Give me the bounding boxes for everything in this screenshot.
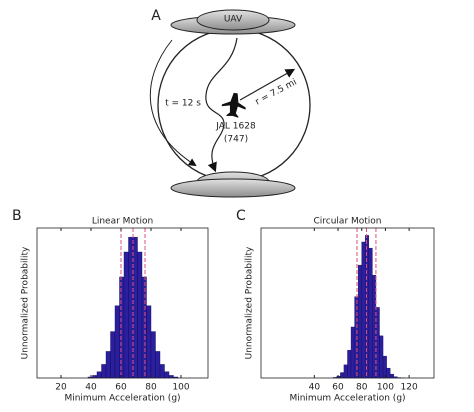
y-axis-label: Unnormalized Probability (245, 246, 255, 359)
bar (101, 364, 107, 379)
x-tick-label: 60 (332, 383, 344, 393)
aircraft-icon (221, 92, 246, 118)
bar (368, 247, 373, 379)
bar (159, 364, 165, 379)
bar (340, 372, 345, 379)
bar (96, 371, 102, 379)
x-axis-label: Minimum Acceleration (g) (64, 394, 180, 404)
aircraft-label: JAL 1628 (215, 122, 256, 132)
x-tick-label: 60 (115, 383, 127, 393)
bar (141, 276, 147, 379)
time-arrow (149, 39, 197, 167)
bar (105, 351, 111, 379)
bar (119, 276, 125, 379)
uav-top: UAV (170, 9, 296, 35)
bar (146, 305, 152, 379)
axes-frame (36, 227, 209, 379)
x-axis-label: Minimum Acceleration (g) (289, 394, 405, 404)
x-tick-label: 40 (309, 383, 321, 393)
x-tick-label: 80 (145, 383, 157, 393)
bar (347, 350, 352, 379)
chart-title: Linear Motion (92, 217, 153, 227)
bar (110, 331, 116, 379)
bar (343, 364, 348, 379)
bar (365, 235, 370, 379)
uav-label: UAV (224, 15, 243, 25)
x-tick-label: 20 (55, 383, 67, 393)
x-tick-label: 100 (172, 383, 189, 393)
path-arrow (205, 37, 238, 173)
diagram: A UAV t = 12 s r = 7.5 mi JAL 1628 (747) (149, 8, 311, 198)
x-tick-label: 80 (356, 383, 368, 393)
bar (382, 355, 387, 379)
bar (132, 236, 138, 379)
radius-label: r = 7.5 mi (254, 77, 299, 107)
time-label: t = 12 s (165, 99, 201, 109)
x-tick-label: 120 (401, 383, 418, 393)
bar (357, 264, 362, 379)
bar (379, 335, 384, 379)
panel-label: A (151, 8, 161, 24)
bar (128, 236, 134, 379)
bar (372, 275, 377, 379)
panel-label: C (236, 208, 246, 224)
aircraft-type: (747) (224, 135, 248, 145)
bar (386, 367, 391, 379)
bar (164, 371, 170, 379)
axes-frame (260, 227, 435, 379)
bar (375, 307, 380, 379)
panel-label: B (12, 208, 22, 224)
bar (389, 373, 394, 379)
bar (354, 296, 359, 379)
bar (361, 241, 366, 379)
chart-title: Circular Motion (313, 217, 381, 227)
radius-arrow (239, 68, 296, 101)
bar (114, 305, 120, 379)
x-tick-label: 40 (85, 383, 97, 393)
x-tick-label: 100 (377, 383, 394, 393)
bar (137, 251, 143, 379)
bar (155, 351, 161, 379)
y-axis-label: Unnormalized Probability (21, 246, 31, 359)
bar (150, 331, 156, 379)
bar (123, 251, 129, 379)
uav-bottom (170, 171, 296, 198)
bar (350, 326, 355, 379)
